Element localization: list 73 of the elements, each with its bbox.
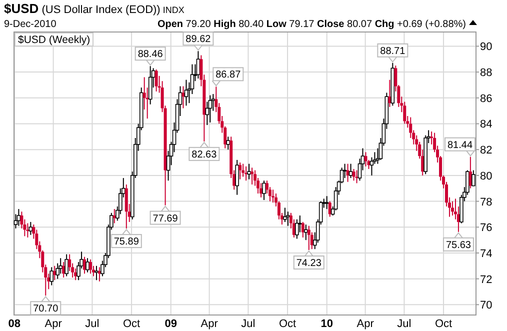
x-tick-label: Jul — [241, 318, 256, 330]
candlestick — [355, 170, 358, 184]
candlestick — [307, 225, 310, 250]
text: $USD (Weekly) — [18, 34, 90, 46]
candlestick — [124, 184, 128, 230]
x-tick-label: Oct — [434, 318, 452, 330]
annotation: 75.89 — [114, 236, 140, 248]
y-tick-label: 76 — [480, 222, 492, 234]
candlestick — [364, 152, 368, 167]
candlestick — [271, 189, 274, 204]
candlestick — [86, 258, 90, 273]
y-tick-label: 70 — [480, 300, 492, 312]
annotation: 70.70 — [33, 304, 59, 315]
x-tick-label: 08 — [8, 318, 21, 330]
candlestick — [94, 265, 98, 281]
chart-title: $USD (US Dollar Index (EOD)) INDX — [4, 1, 184, 16]
candlestick — [250, 167, 254, 185]
x-tick-label: Oct — [278, 318, 296, 330]
candlestick — [184, 79, 188, 106]
y-tick-label: 78 — [480, 196, 492, 208]
candlestick — [235, 159, 239, 196]
x-tick-label: Jul — [85, 318, 100, 330]
x-tick-label: Oct — [122, 318, 140, 330]
y-tick-label: 80 — [480, 170, 492, 182]
candlestick — [324, 196, 329, 210]
chart-subtitle: 9-Dec-2010 — [4, 19, 57, 30]
annotation: 89.62 — [186, 34, 212, 46]
candlestick — [262, 180, 266, 200]
candlestick — [295, 218, 299, 240]
candlestick — [348, 163, 353, 179]
candlestick — [242, 163, 245, 178]
x-tick-label: 10 — [320, 318, 333, 330]
candlestick — [238, 162, 242, 180]
annotation: 86.87 — [216, 70, 242, 81]
candlestick — [342, 163, 347, 179]
y-tick-label: 72 — [480, 274, 492, 286]
annotation: 88.46 — [138, 49, 164, 60]
candlestick — [301, 221, 304, 238]
candlestick — [26, 222, 30, 238]
x-tick-label: Apr — [44, 318, 62, 330]
candlestick — [182, 86, 185, 109]
y-tick-label: 82 — [480, 144, 492, 157]
candlestick — [154, 68, 158, 92]
candlestick — [472, 170, 476, 187]
candlestick — [283, 207, 287, 222]
candlestick — [226, 136, 230, 150]
annotation: 75.63 — [446, 240, 472, 251]
text: Open 79.20 High 80.40 Low 79.17 Close 80.07 Chg +0.69 (+0.88%) — [157, 19, 466, 30]
y-tick-label: 86 — [480, 92, 492, 105]
candlestick — [352, 168, 356, 182]
x-tick-label: Apr — [200, 318, 218, 330]
x-tick-label: Apr — [356, 318, 374, 330]
candlestick — [450, 200, 454, 216]
annotation: 88.71 — [380, 46, 406, 57]
y-tick-label: 74 — [480, 248, 492, 260]
candlestick — [247, 163, 251, 180]
y-tick-label: 84 — [480, 118, 492, 131]
y-tick-label: 90 — [480, 41, 492, 54]
candlestick — [298, 215, 302, 233]
annotation: 74.23 — [296, 258, 322, 269]
candlestick — [89, 258, 92, 274]
y-tick-label: 88 — [480, 67, 492, 80]
candlestick — [208, 94, 212, 123]
x-tick-label: Jul — [397, 318, 412, 330]
x-tick-label: 09 — [164, 318, 177, 330]
annotation: 77.69 — [152, 213, 178, 224]
annotation: 82.63 — [192, 149, 218, 160]
candlestick — [64, 254, 68, 277]
candlestick — [50, 266, 54, 286]
candlestick — [388, 79, 392, 108]
annotation: 81.44 — [447, 140, 473, 151]
candlestick — [286, 211, 290, 226]
candlestick — [328, 200, 332, 218]
